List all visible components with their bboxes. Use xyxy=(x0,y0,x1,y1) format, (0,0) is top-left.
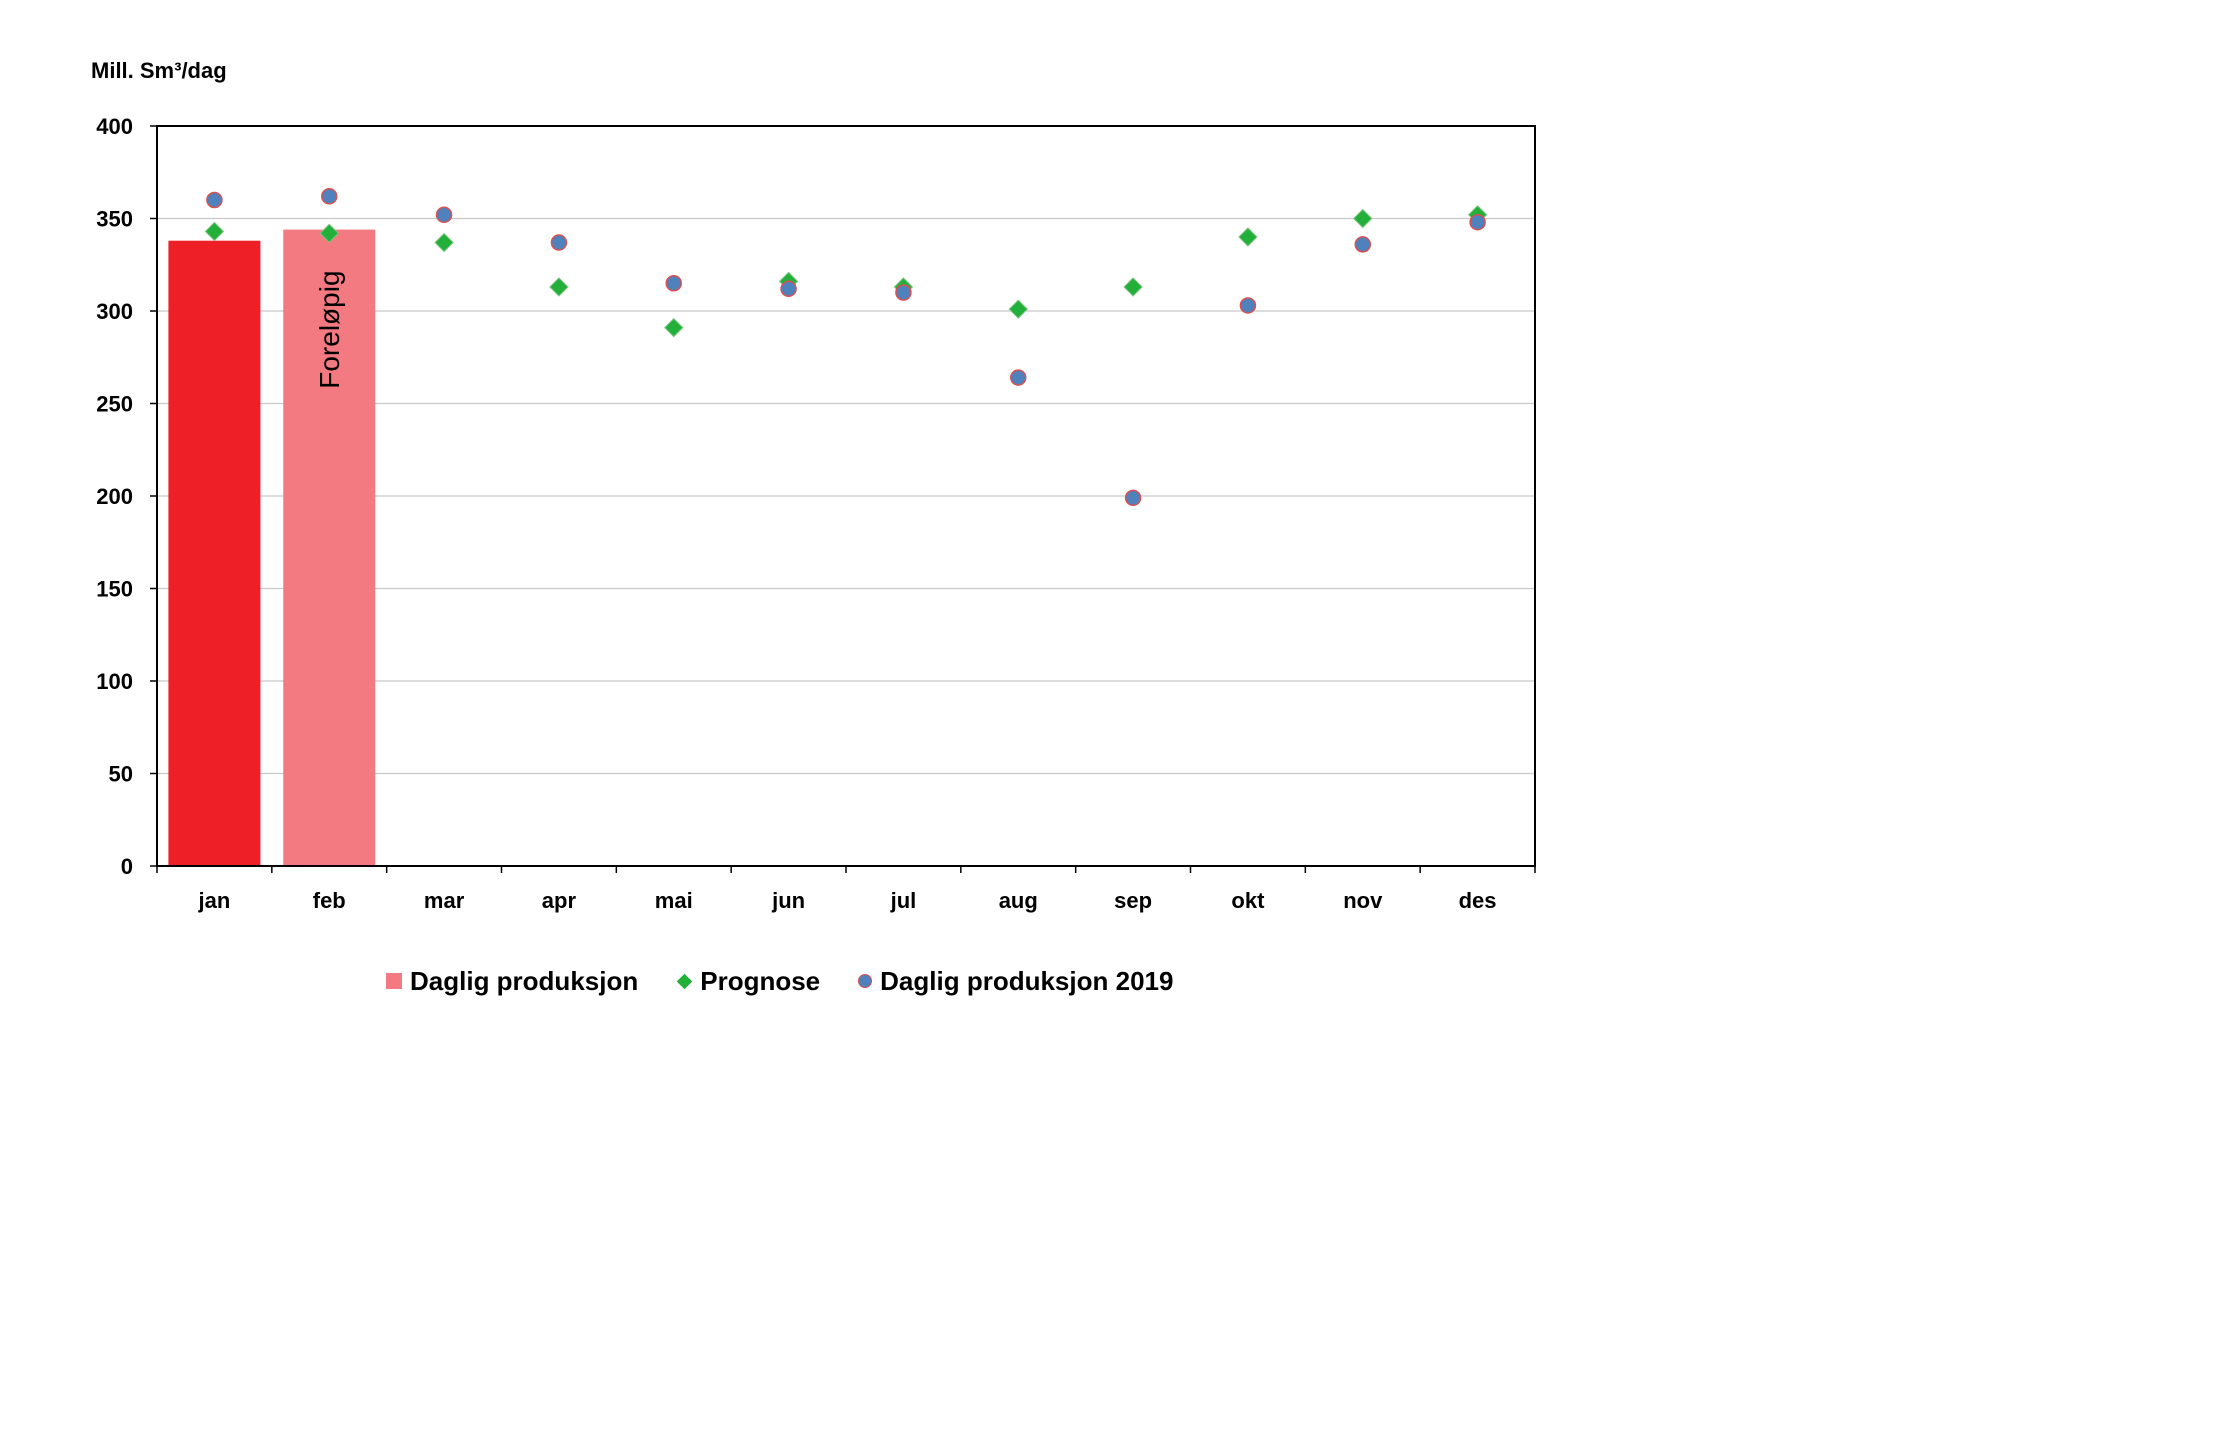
y-tick-label: 200 xyxy=(96,484,133,509)
y-tick-label: 250 xyxy=(96,392,133,417)
prognose-point xyxy=(204,221,225,242)
daglig-produksjon-2019-point xyxy=(1354,236,1371,253)
daglig-produksjon-2019-point xyxy=(895,284,912,301)
legend-label: Daglig produksjon 2019 xyxy=(880,965,1174,996)
x-tick-label: feb xyxy=(313,888,346,913)
x-tick-label: aug xyxy=(999,888,1038,913)
y-tick-label: 100 xyxy=(96,669,133,694)
daglig-produksjon-2019-point xyxy=(665,275,682,292)
prognose-point xyxy=(1008,299,1028,319)
x-tick-label: okt xyxy=(1231,888,1265,913)
legend-swatch-bar xyxy=(386,973,402,989)
y-tick-label: 350 xyxy=(96,207,133,232)
legend-item-daglig-produksjon: Daglig produksjon xyxy=(386,966,638,997)
legend-item-daglig-produksjon-2019: Daglig produksjon 2019 xyxy=(858,966,1173,997)
prognose-point xyxy=(434,232,454,253)
daglig-produksjon-2019-point xyxy=(1124,489,1142,507)
y-tick-label: 0 xyxy=(121,854,133,879)
prognose-point xyxy=(549,277,569,297)
x-tick-label: nov xyxy=(1343,888,1383,913)
y-axis-unit-label: Mill. Sm³/dag xyxy=(91,58,227,83)
x-tick-label: jun xyxy=(771,888,805,913)
bar-feb xyxy=(283,229,376,867)
x-tick-label: sep xyxy=(1114,888,1152,913)
daglig-produksjon-2019-point xyxy=(1010,369,1027,386)
daglig-produksjon-2019-point xyxy=(206,191,223,209)
legend-item-prognose: Prognose xyxy=(676,966,820,997)
daglig-produksjon-2019-point xyxy=(780,280,797,298)
y-tick-label: 300 xyxy=(96,299,133,324)
daglig-produksjon-2019-point xyxy=(321,188,338,205)
x-tick-label: jul xyxy=(890,888,917,913)
daglig-produksjon-2019-point xyxy=(1469,213,1486,231)
x-tick-label: jan xyxy=(198,888,231,913)
x-tick-label: apr xyxy=(542,888,577,913)
prognose-point xyxy=(1353,208,1373,229)
daglig-produksjon-2019-point xyxy=(1239,297,1257,314)
x-tick-label: des xyxy=(1459,888,1497,913)
legend: Daglig produksjon Prognose Daglig produk… xyxy=(386,964,1211,998)
legend-swatch-circle xyxy=(858,974,873,988)
prognose-point xyxy=(664,317,684,338)
y-tick-label: 150 xyxy=(96,577,133,602)
legend-swatch-diamond xyxy=(676,973,693,989)
y-tick-label: 50 xyxy=(109,762,133,787)
prognose-point xyxy=(1238,227,1258,247)
x-tick-label: mar xyxy=(424,888,465,913)
y-tick-label: 400 xyxy=(96,114,133,139)
prognose-point xyxy=(1123,277,1143,297)
legend-label: Daglig produksjon xyxy=(410,965,639,996)
prognose-point xyxy=(319,223,339,244)
chart-canvas: 0 50 100 150 200 250 300 350 400 Foreløpig jan feb m… xyxy=(96,114,1536,913)
daglig-produksjon-2019-point xyxy=(550,234,568,251)
x-tick-label: mai xyxy=(655,888,693,913)
legend-label: Prognose xyxy=(700,965,821,996)
daglig-produksjon-2019-point xyxy=(435,206,453,224)
bar-jan xyxy=(168,240,261,866)
bar-annotation: Foreløpig xyxy=(314,270,345,388)
